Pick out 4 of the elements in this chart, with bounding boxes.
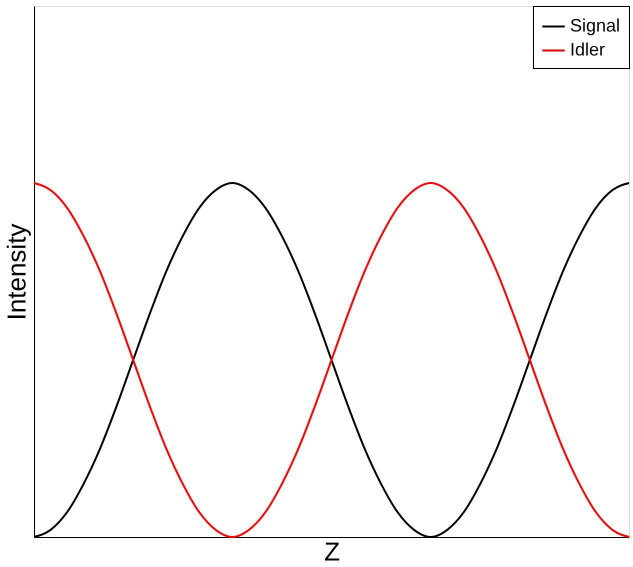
x-axis-title: Z xyxy=(324,536,340,566)
legend-label: Idler xyxy=(570,40,606,60)
y-axis-title: Intensity xyxy=(2,224,32,320)
legend-label: Signal xyxy=(570,16,620,36)
